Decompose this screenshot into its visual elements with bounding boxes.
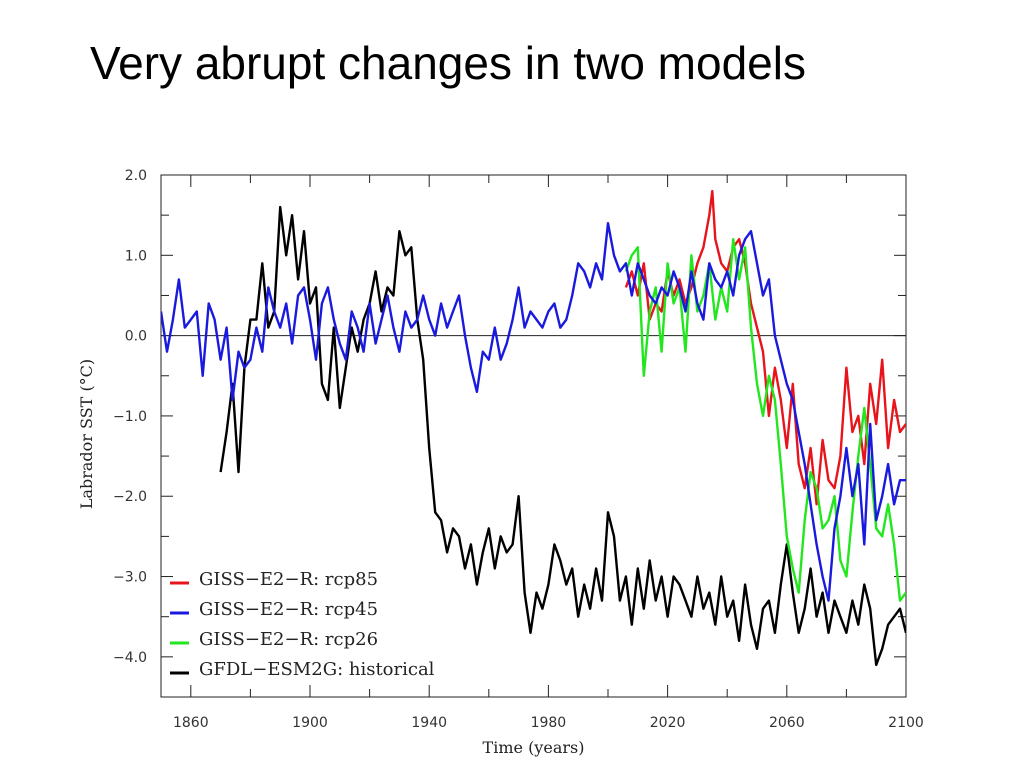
legend-label-3: GFDL−ESM2G: historical — [199, 659, 435, 680]
legend-label-2: GISS−E2−R: rcp26 — [199, 629, 378, 650]
x-tick-label: 2060 — [769, 715, 805, 731]
series-line-2 — [624, 237, 906, 602]
legend-label-1: GISS−E2−R: rcp45 — [199, 599, 378, 620]
plot-frame — [160, 174, 907, 698]
y-tick-label: −1.0 — [113, 409, 147, 425]
series-layer — [161, 189, 906, 667]
series-line-1 — [161, 221, 906, 602]
y-tick-label: 0.0 — [125, 329, 147, 345]
y-axis-label: Labrador SST (°C) — [77, 359, 96, 509]
y-tick-label: −4.0 — [113, 650, 147, 666]
series-line-0 — [624, 189, 906, 506]
y-tick-label: 1.0 — [125, 248, 147, 264]
x-tick-label: 1940 — [411, 715, 447, 731]
x-tick-label: 2100 — [888, 715, 924, 731]
y-tick-label: −2.0 — [113, 489, 147, 505]
y-tick-label: −3.0 — [113, 570, 147, 586]
legend-label-0: GISS−E2−R: rcp85 — [199, 569, 378, 590]
y-tick-label: 2.0 — [125, 168, 147, 184]
legend: GISS−E2−R: rcp85 GISS−E2−R: rcp45 GISS−E2−… — [170, 569, 435, 680]
x-tick-label: 1860 — [173, 715, 209, 731]
x-tick-label: 1900 — [292, 715, 328, 731]
slide-title: Very abrupt changes in two models — [90, 37, 806, 89]
x-tick-label: 1980 — [531, 715, 567, 731]
plot-border — [160, 174, 907, 698]
axis-ticks: 1860 1900 1940 1980 2020 2060 2100 2.0 1.0 0.0 −1.… — [113, 168, 924, 731]
series-line-3 — [219, 205, 906, 667]
x-tick-label: 2020 — [650, 715, 686, 731]
x-axis-label: Time (years) — [483, 738, 585, 757]
